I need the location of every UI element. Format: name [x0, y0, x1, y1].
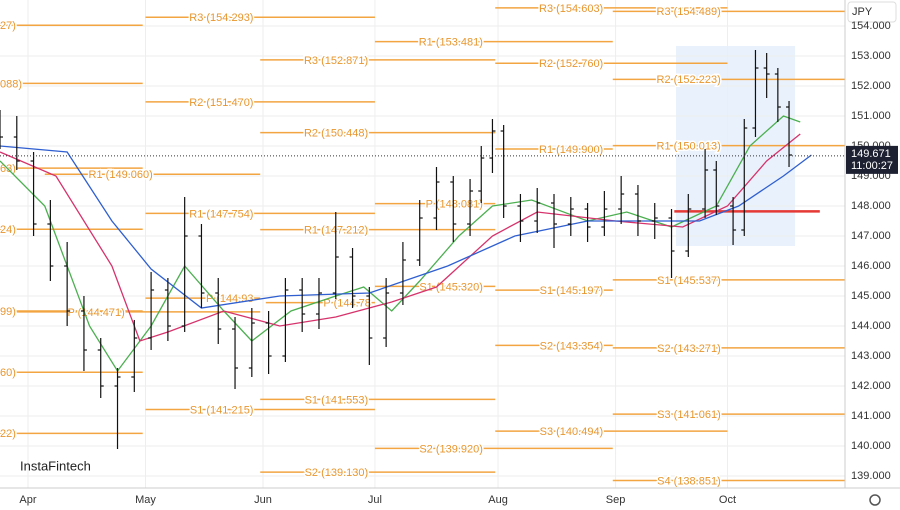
- pivot-label: R2 (151.470): [189, 97, 253, 109]
- y-tick-label: 148.000: [851, 200, 891, 212]
- countdown: 11:00:27: [851, 160, 893, 172]
- pivot-label: 24): [0, 224, 16, 236]
- pivot-label: R2 (150.448): [304, 127, 368, 139]
- watermark: InstaFintech: [20, 458, 91, 473]
- pivot-label: R2 (152.223): [657, 74, 721, 86]
- pivot-label: S2 (139.920): [419, 443, 483, 455]
- pivot-label: S1 (145.197): [540, 285, 604, 297]
- y-tick-label: 145.000: [851, 290, 891, 302]
- pivot-label: 99): [0, 306, 16, 318]
- pivot-label: 60): [0, 367, 16, 379]
- x-tick-label: Sep: [606, 494, 626, 506]
- x-tick-label: Apr: [19, 494, 36, 506]
- pivot-label: 22): [0, 428, 16, 440]
- pivot-label: P (144.471): [67, 307, 124, 319]
- pivot-label: R2 (152.760): [539, 58, 603, 70]
- pivot-label: R3 (154.293): [189, 12, 253, 24]
- y-tick-label: 141.000: [851, 410, 891, 422]
- pivot-label: S1 (145.537): [657, 275, 721, 287]
- pivot-label: S3 (140.494): [540, 426, 604, 438]
- x-tick-label: Oct: [719, 494, 736, 506]
- pivot-label: P (148.081): [426, 198, 483, 210]
- pivot-label: S1 (141.553): [305, 394, 369, 406]
- y-tick-label: 147.000: [851, 230, 891, 242]
- y-tick-label: 154.000: [851, 20, 891, 32]
- moving-average: [0, 133, 801, 342]
- pivot-label: S2 (143.354): [540, 340, 604, 352]
- pivot-label: S2 (139.130): [305, 467, 369, 479]
- x-tick-label: May: [135, 494, 156, 506]
- pivot-label: R3 (154.603): [539, 3, 603, 15]
- y-tick-label: 139.000: [851, 470, 891, 482]
- pivot-label: S1 (141.215): [190, 404, 254, 416]
- moving-average: [0, 145, 812, 309]
- y-tick-label: 153.000: [851, 50, 891, 62]
- pivot-label: R1 (150.013): [657, 141, 721, 153]
- pivot-label: R1 (147.754): [189, 208, 253, 220]
- pivot-label: S1 (145.320): [419, 281, 483, 293]
- x-tick-label: Jul: [368, 494, 382, 506]
- pivot-label: S4 (138.851): [657, 475, 721, 487]
- y-tick-label: 140.000: [851, 440, 891, 452]
- pivot-label: R1 (149.060): [89, 169, 153, 181]
- y-tick-label: 152.000: [851, 80, 891, 92]
- y-tick-label: 144.000: [851, 320, 891, 332]
- settings-icon[interactable]: [869, 494, 881, 506]
- pivot-label: 27): [0, 20, 16, 32]
- pivot-label: R3 (152.871): [304, 55, 368, 67]
- pivot-label: S3 (141.061): [657, 409, 721, 421]
- y-tick-label: 143.000: [851, 350, 891, 362]
- y-tick-label: 151.000: [851, 110, 891, 122]
- last-price-label: 149.671: [851, 148, 891, 160]
- y-axis-panel: [845, 0, 900, 510]
- last-price-box: [846, 145, 898, 174]
- y-tick-label: 146.000: [851, 260, 891, 272]
- pivot-label: R1 (153.481): [419, 36, 483, 48]
- pivot-label: P (144.78: [323, 298, 371, 310]
- currency[interactable]: JPY: [852, 6, 873, 18]
- currency-box[interactable]: [847, 1, 897, 23]
- x-tick-label: Aug: [488, 494, 508, 506]
- pivot-label: 088): [0, 78, 22, 90]
- pivot-label: S2 (143.271): [657, 343, 721, 355]
- pivot-label: R3 (154.489): [657, 6, 721, 18]
- y-tick-label: 142.000: [851, 380, 891, 392]
- pivot-label: R1 (149.900): [539, 144, 603, 156]
- x-tick-label: Jun: [254, 494, 272, 506]
